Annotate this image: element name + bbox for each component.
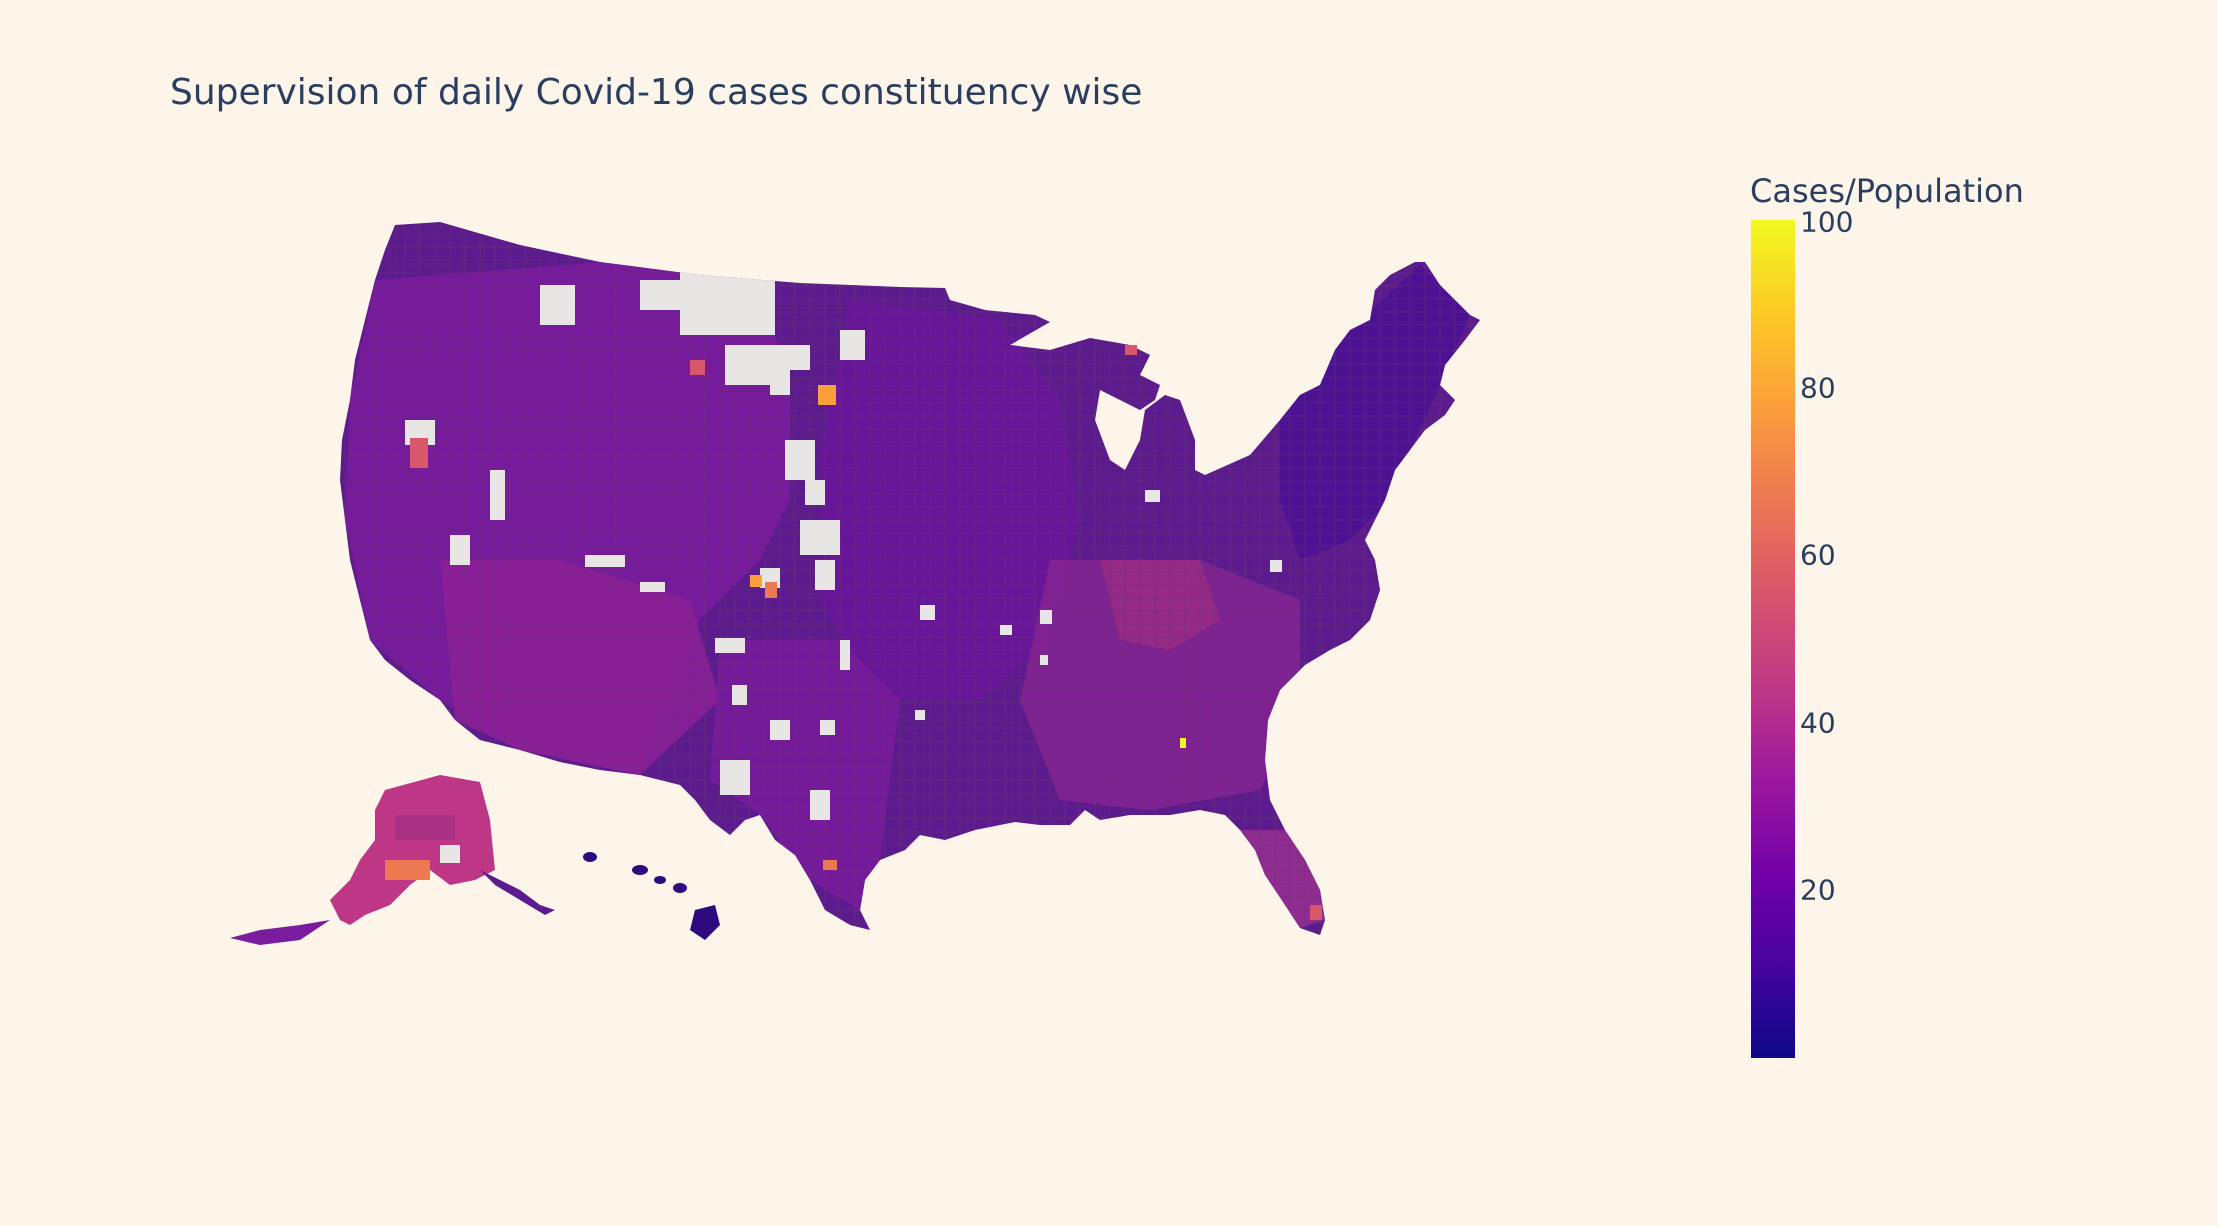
alaska-missing <box>440 845 460 863</box>
alaska <box>230 775 555 945</box>
alaska-tail <box>230 920 330 945</box>
hawaii <box>583 852 720 940</box>
colorbar <box>1751 220 1795 1058</box>
alaska-county <box>395 815 455 840</box>
colorbar-tick-40: 40 <box>1800 706 1836 740</box>
missing-data-counties <box>405 270 1282 920</box>
high-value-counties <box>410 345 1322 920</box>
alaska-high-county <box>385 860 430 880</box>
chart-title: Supervision of daily Covid-19 cases cons… <box>170 72 1143 113</box>
colorbar-title: Cases/Population <box>1750 172 2024 210</box>
county-grid <box>340 222 1480 935</box>
colorbar-tick-20: 20 <box>1800 873 1836 907</box>
alaska-shape <box>330 775 495 925</box>
alaska-panhandle <box>480 870 555 915</box>
colorbar-tick-100: 100 <box>1800 205 1854 239</box>
colorbar-tick-60: 60 <box>1800 538 1836 572</box>
colorbar-tick-80: 80 <box>1800 371 1836 405</box>
